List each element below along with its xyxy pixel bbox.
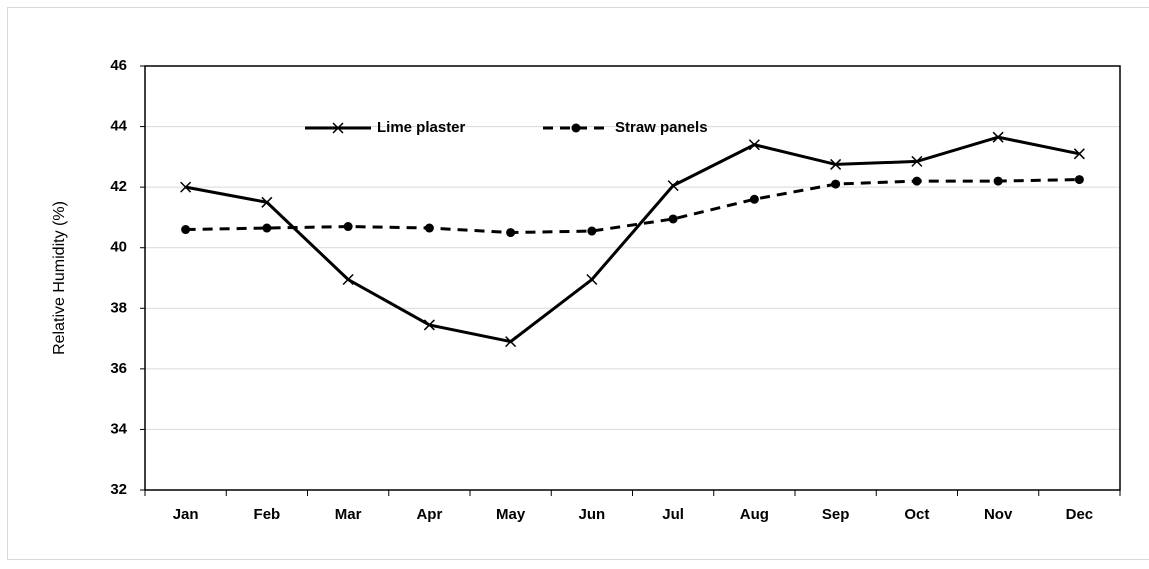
data-point xyxy=(668,214,678,224)
data-point xyxy=(423,319,435,331)
data-point xyxy=(667,180,679,192)
data-point xyxy=(505,336,517,348)
data-point xyxy=(749,194,759,204)
x-tick-label: May xyxy=(496,506,526,523)
data-point xyxy=(262,223,272,233)
x-tick-label: Jan xyxy=(173,506,199,523)
y-tick-label: 36 xyxy=(110,360,127,377)
y-tick-label: 44 xyxy=(110,118,127,135)
y-tick-label: 46 xyxy=(110,57,127,74)
data-point xyxy=(831,179,841,189)
x-tick-label: Mar xyxy=(335,506,362,523)
data-point xyxy=(912,176,922,186)
x-tick-label: Apr xyxy=(416,506,442,523)
x-tick-label: Feb xyxy=(254,506,281,523)
x-tick-label: Oct xyxy=(904,506,929,523)
y-tick-label: 42 xyxy=(110,178,127,195)
data-point xyxy=(343,222,353,232)
data-point xyxy=(261,196,273,208)
data-point xyxy=(424,223,434,233)
x-tick-label: Nov xyxy=(984,506,1013,523)
data-point xyxy=(992,131,1004,143)
data-point xyxy=(830,158,842,170)
data-point xyxy=(342,273,354,286)
data-point xyxy=(1074,175,1084,185)
legend-label: Straw panels xyxy=(615,119,708,136)
x-tick-label: Aug xyxy=(740,506,769,523)
series-line xyxy=(185,135,1080,344)
data-point xyxy=(911,155,923,167)
x-tick-label: Sep xyxy=(822,506,850,523)
y-tick-label: 38 xyxy=(110,299,127,316)
data-point xyxy=(1073,148,1085,160)
data-point xyxy=(748,139,760,151)
y-axis-label: Relative Humidity (%) xyxy=(51,201,68,355)
legend-marker xyxy=(332,122,344,134)
legend-label: Lime plaster xyxy=(377,119,466,136)
x-tick-label: Dec xyxy=(1066,506,1094,523)
y-tick-label: 34 xyxy=(110,420,127,437)
y-tick-label: 40 xyxy=(110,239,127,256)
series-line xyxy=(185,178,1080,235)
data-point xyxy=(586,273,598,286)
data-point xyxy=(993,176,1003,186)
data-point xyxy=(180,181,192,193)
x-tick-label: Jul xyxy=(662,506,684,523)
data-point xyxy=(587,226,597,236)
data-point xyxy=(506,228,516,238)
data-point xyxy=(181,225,191,235)
y-tick-label: 32 xyxy=(110,481,127,498)
chart-border xyxy=(7,7,1149,560)
x-tick-label: Jun xyxy=(579,506,606,523)
legend-marker xyxy=(571,123,581,133)
